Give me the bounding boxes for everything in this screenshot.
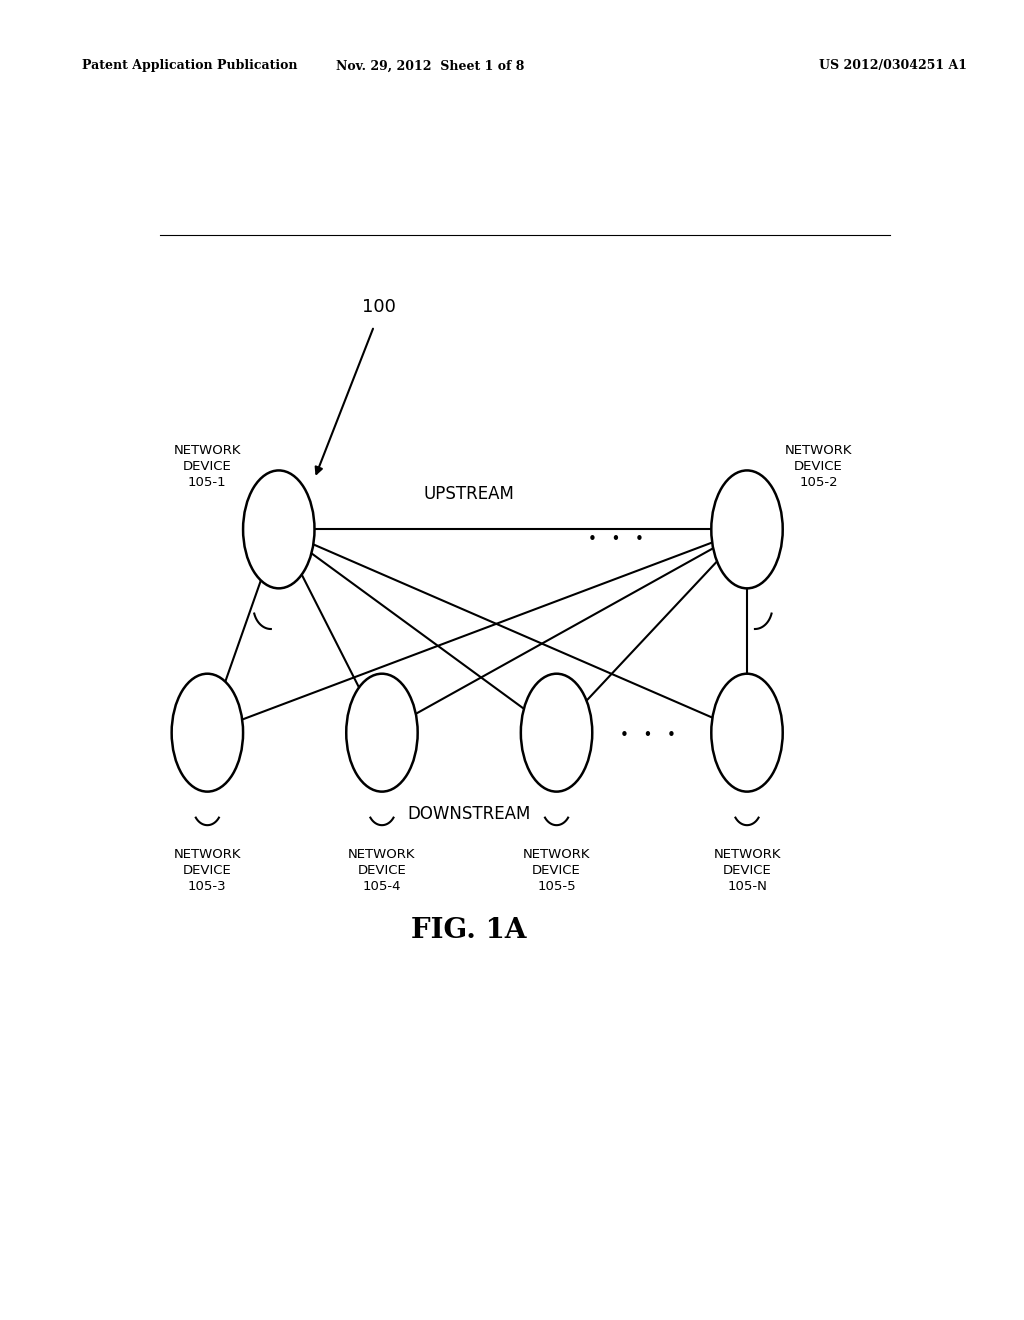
Text: NETWORK
DEVICE
105-5: NETWORK DEVICE 105-5	[523, 847, 590, 892]
Text: •   •   •: • • •	[588, 532, 644, 546]
Ellipse shape	[243, 470, 314, 589]
Text: US 2012/0304251 A1: US 2012/0304251 A1	[819, 59, 968, 73]
Ellipse shape	[172, 673, 243, 792]
Text: NETWORK
DEVICE
105-3: NETWORK DEVICE 105-3	[174, 847, 241, 892]
Text: 100: 100	[362, 298, 396, 315]
Text: NETWORK
DEVICE
105-2: NETWORK DEVICE 105-2	[784, 444, 852, 488]
Text: UPSTREAM: UPSTREAM	[424, 484, 515, 503]
Text: Nov. 29, 2012  Sheet 1 of 8: Nov. 29, 2012 Sheet 1 of 8	[336, 59, 524, 73]
Text: NETWORK
DEVICE
105-N: NETWORK DEVICE 105-N	[714, 847, 780, 892]
Ellipse shape	[346, 673, 418, 792]
Text: FIG. 1A: FIG. 1A	[412, 917, 527, 944]
Text: Patent Application Publication: Patent Application Publication	[82, 59, 297, 73]
Ellipse shape	[521, 673, 592, 792]
Text: NETWORK
DEVICE
105-4: NETWORK DEVICE 105-4	[348, 847, 416, 892]
Text: •   •   •: • • •	[620, 729, 676, 743]
Ellipse shape	[712, 470, 782, 589]
Text: DOWNSTREAM: DOWNSTREAM	[408, 805, 530, 822]
Ellipse shape	[712, 673, 782, 792]
Text: NETWORK
DEVICE
105-1: NETWORK DEVICE 105-1	[174, 444, 241, 488]
